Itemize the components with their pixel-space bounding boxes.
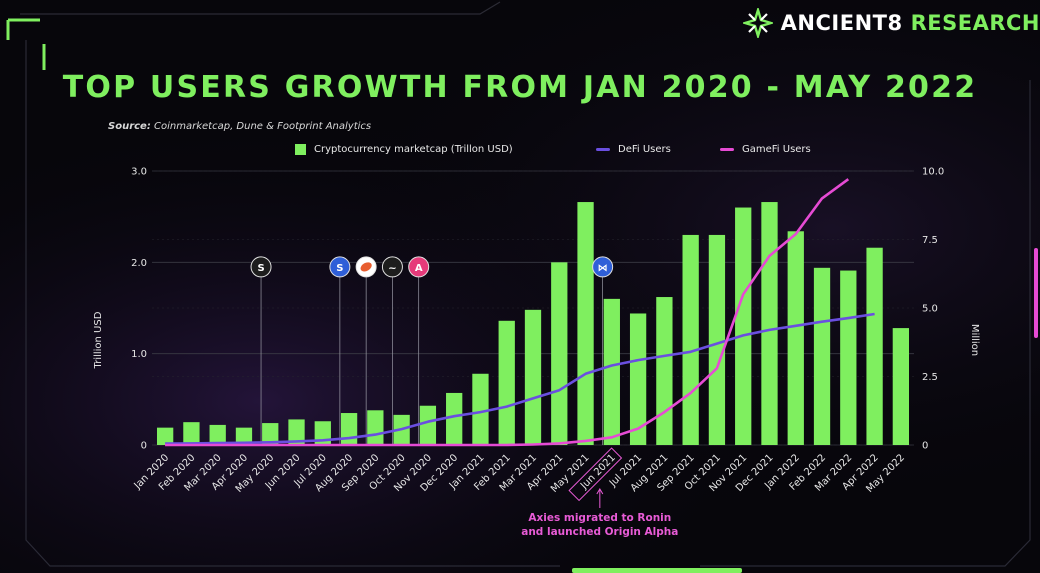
bar-marketcap [340,413,358,445]
project-logo-glyph: ~ [388,263,396,274]
legend-swatch-gamefi [720,148,734,151]
project-logo-glyph: S [336,263,343,274]
project-logo-icon [329,256,351,278]
bar-marketcap [813,267,831,445]
bar-marketcap [524,309,542,445]
legend-label-marketcap: Cryptocurrency marketcap (Trillon USD) [314,144,513,155]
right-tick-label: 5.0 [922,304,938,315]
bar-marketcap [288,419,305,445]
bar-marketcap [419,405,437,445]
bar-marketcap [629,313,647,445]
legend-item-gamefi: GameFi Users [720,144,811,155]
right-axis-ticks: 0 2.5 5.0 7.5 10.0 [922,167,944,452]
bar-series-marketcap [156,202,910,445]
left-tick-label: 0 [141,441,147,452]
bar-marketcap [156,427,174,445]
project-logo-glyph: S [257,263,264,274]
highlight-box [568,447,623,502]
chart-legend: Cryptocurrency marketcap (Trillon USD) D… [0,144,1040,160]
project-logo-icon [250,256,272,278]
legend-item-defi: DeFi Users [596,144,671,155]
bar-marketcap [209,424,226,445]
project-logo-shape [360,262,372,272]
bar-marketcap [840,270,857,445]
highlight-annotation: Axies migrated to Ronin and launched Ori… [521,488,678,538]
left-tick-label: 1.0 [131,349,147,360]
right-tick-label: 2.5 [922,372,938,383]
source-text: Coinmarketcap, Dune & Footprint Analytic… [154,121,372,132]
project-logo-icon [381,256,403,278]
project-markers: S S ~ A ⋈ [250,256,614,445]
brand-header: ANCIENT8 RESEARCH [742,6,1040,40]
source-note: Source: Coinmarketcap, Dune & Footprint … [108,121,371,132]
annotation-line-1: Axies migrated to Ronin [528,512,671,524]
project-logo-glyph: ⋈ [598,263,608,274]
left-tick-label: 2.0 [131,258,147,269]
left-tick-label: 3.0 [131,167,147,178]
project-logo-icon [408,256,430,278]
ancient8-logo-icon [742,8,773,38]
bar-marketcap [603,298,620,445]
bar-marketcap [262,423,279,445]
brand-suffix: RESEARCH [910,11,1040,35]
right-tick-label: 0 [922,441,928,452]
bar-marketcap [183,422,200,445]
bar-marketcap [892,328,910,445]
line-series-gamefi [165,178,850,447]
bar-marketcap [708,234,726,445]
bar-marketcap [735,207,752,445]
bar-marketcap [498,320,515,445]
bar-marketcap [787,231,804,445]
legend-label-defi: DeFi Users [618,144,671,155]
left-axis-ticks: 0 1.0 2.0 3.0 [131,167,147,452]
bar-marketcap [577,202,594,445]
bar-marketcap [656,297,673,445]
legend-swatch-defi [596,148,610,151]
legend-item-marketcap: Cryptocurrency marketcap (Trillon USD) [295,144,513,155]
bar-marketcap [367,410,384,445]
bar-marketcap [472,373,489,445]
right-tick-label: 7.5 [922,235,938,246]
right-tick-label: 10.0 [922,167,944,178]
bar-marketcap [551,262,568,445]
annotation-line-2: and launched Origin Alpha [521,526,678,538]
project-logo-glyph: A [415,263,423,274]
annotation-arrowhead [596,488,604,495]
source-label: Source: [108,121,151,132]
legend-swatch-marketcap [295,144,306,155]
bar-marketcap [235,427,253,445]
bar-marketcap [446,392,463,445]
line-series-defi [165,312,875,445]
bar-marketcap [682,234,699,445]
left-axis-title: Trillion USD [93,311,104,369]
right-axis-title: Million [969,324,980,356]
brand-name: ANCIENT8 [780,11,903,35]
project-logo-icon [592,256,614,278]
chart-title: TOP USERS GROWTH FROM JAN 2020 - MAY 202… [62,70,978,105]
bar-marketcap [761,202,778,445]
bar-marketcap [866,247,883,445]
legend-label-gamefi: GameFi Users [742,144,811,155]
